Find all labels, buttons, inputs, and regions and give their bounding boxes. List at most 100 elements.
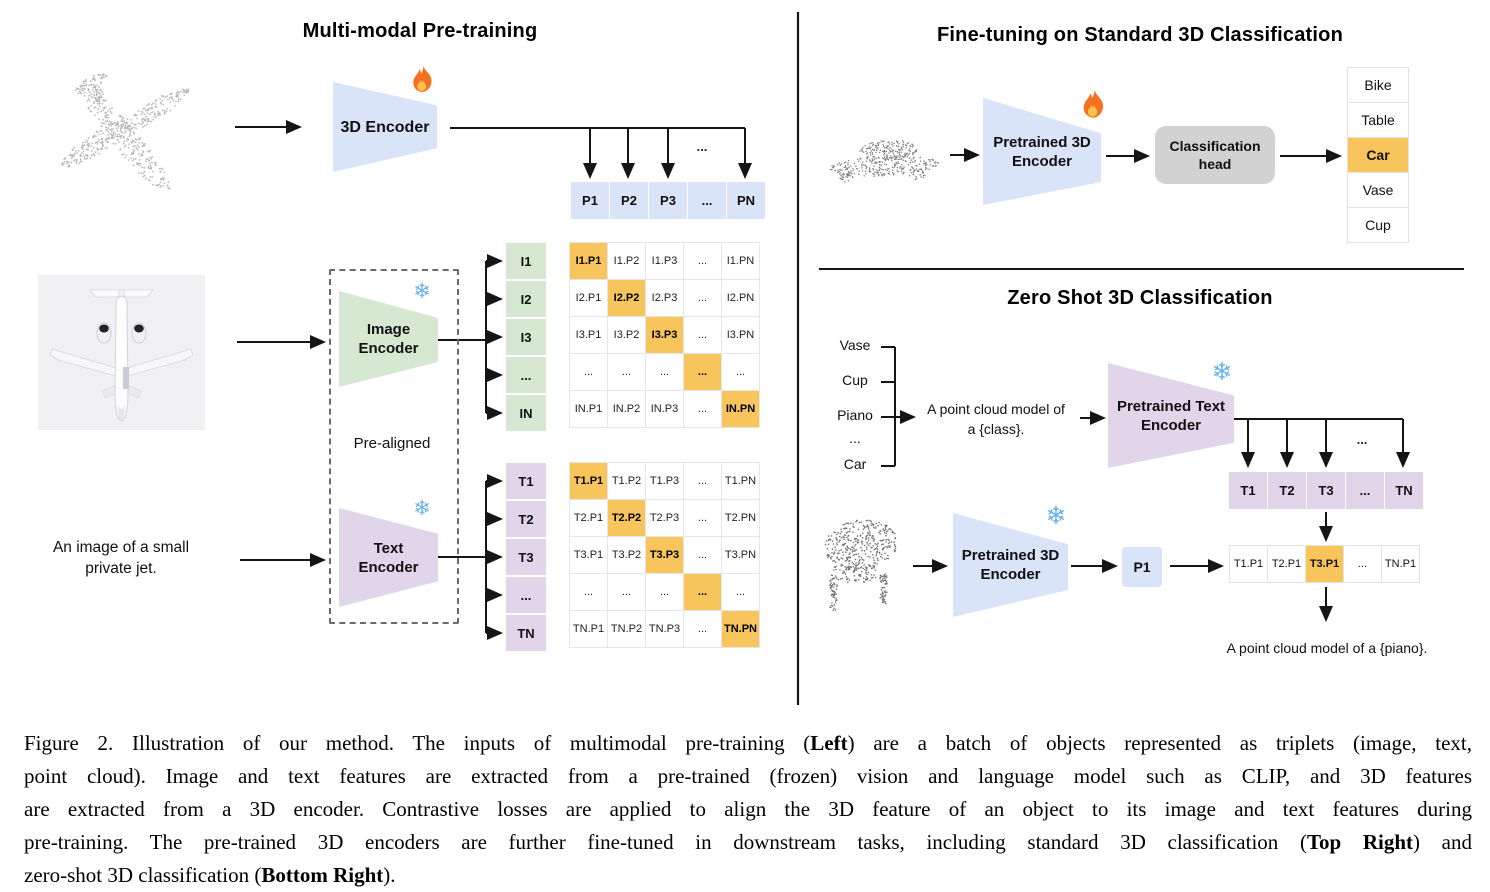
text-point-matrix-cell: T2.P3 xyxy=(645,499,684,537)
caption-line: pre-training. The pre-trained 3D encoder… xyxy=(24,830,1472,854)
image-point-matrix-row: IN.P1 IN.P2 IN.P3... IN.PN xyxy=(569,390,760,428)
text-feature-cell: T3 xyxy=(506,539,546,575)
image-point-matrix-cell: I1.PN xyxy=(721,242,760,280)
text-point-matrix-cell: TN.P3 xyxy=(645,610,684,648)
text-encoder-label-line: Text xyxy=(373,539,404,557)
image-point-matrix-cell: ... xyxy=(683,242,722,280)
image-point-matrix-cell: I2.P3 xyxy=(645,279,684,317)
p-cell: P2 xyxy=(610,182,649,219)
snowflake-icon: ❄ xyxy=(1045,502,1067,530)
image-point-matrix-cell: I3.PN xyxy=(721,316,760,354)
t-cell: T1 xyxy=(1229,472,1268,509)
image-point-matrix-cell: I2.P1 xyxy=(569,279,608,317)
classification-head-line2: head xyxy=(1198,156,1232,172)
similarity-cell: TN.P1 xyxy=(1381,545,1420,583)
text-point-matrix-cell: TN.P1 xyxy=(569,610,608,648)
p-cell-strip: P1 P2 P3... PN xyxy=(571,182,766,219)
3d-encoder-label: 3D Encoder xyxy=(341,118,430,137)
zeroshot-result-text: A point cloud model of a {piano}. xyxy=(1226,640,1428,656)
image-point-matrix-cell: ... xyxy=(683,390,722,428)
p-cell: P3 xyxy=(649,182,688,219)
text-point-matrix-cell: ... xyxy=(721,573,760,611)
image-point-matrix: I1.P1 I1.P2 I1.P3... I1.PN I2.P1 I2.P2 I2.P3..… xyxy=(569,242,760,428)
image-point-matrix-cell: ... xyxy=(683,353,722,391)
text-feature-cell: ... xyxy=(506,577,546,613)
image-feature-cell: I2 xyxy=(506,281,546,317)
text-point-matrix-cell: T3.P2 xyxy=(607,536,646,574)
pretrained-3d-encoder-zeroshot-label-line: Encoder xyxy=(980,566,1041,583)
text-point-matrix-cell: T1.P3 xyxy=(645,462,684,500)
pretrained-3d-encoder-finetune-label-line: Pretrained 3D xyxy=(993,133,1091,151)
image-point-matrix-cell: ... xyxy=(607,353,646,391)
text-point-matrix-cell: TN.PN xyxy=(721,610,760,648)
image-point-matrix-row: I2.P1 I2.P2 I2.P3... I2.PN xyxy=(569,279,760,317)
image-feature-cell: I3 xyxy=(506,319,546,355)
image-point-matrix-cell: IN.P3 xyxy=(645,390,684,428)
zeroshot-class-label: Vase xyxy=(839,337,871,353)
text-point-matrix-row: T3.P1 T3.P2 T3.P3... T3.PN xyxy=(569,536,760,574)
similarity-cell: ... xyxy=(1343,545,1382,583)
ellipsis-label: ... xyxy=(696,139,708,154)
text-feature-cell: TN xyxy=(506,615,546,651)
image-feature-cell: IN xyxy=(506,395,546,431)
caption-line: zero-shot 3D classification (Bottom Righ… xyxy=(24,863,396,887)
fire-icon xyxy=(1080,90,1108,122)
snowflake-icon: ❄ xyxy=(413,280,431,303)
zeroshot-class-label: Car xyxy=(843,456,867,472)
pretrained-text-encoder-label-line: Encoder xyxy=(1140,416,1201,434)
class-cell: Table xyxy=(1347,102,1409,138)
image-point-matrix-cell: ... xyxy=(645,353,684,391)
caption-line: Figure 2. Illustration of our method. Th… xyxy=(24,731,1472,755)
text-point-matrix-cell: ... xyxy=(683,610,722,648)
caption-line: are extracted from a 3D encoder. Contras… xyxy=(24,797,1472,821)
class-cell: Cup xyxy=(1347,207,1409,243)
image-encoder-label-line: Encoder xyxy=(358,340,419,357)
image-feature-cell-strip: I1 I2 I3... IN xyxy=(506,243,546,433)
figure-caption: Figure 2. Illustration of our method. Th… xyxy=(24,727,1472,892)
image-feature-cell: I1 xyxy=(506,243,546,279)
text-point-matrix-cell: T1.P2 xyxy=(607,462,646,500)
image-point-matrix-cell: ... xyxy=(721,353,760,391)
zeroshot-class-label: ... xyxy=(849,430,861,446)
image-point-matrix-row: I3.P1 I3.P2 I3.P3... I3.PN xyxy=(569,316,760,354)
fire-icon xyxy=(410,66,436,96)
text-point-matrix-cell: ... xyxy=(683,499,722,537)
text-point-matrix-cell: T3.P1 xyxy=(569,536,608,574)
image-point-matrix-cell: ... xyxy=(683,316,722,354)
similarity-cell: T1.P1 xyxy=(1229,545,1268,583)
snowflake-icon: ❄ xyxy=(413,497,431,520)
text-point-matrix-row: ............... xyxy=(569,573,760,611)
pretrained-3d-encoder-zeroshot-label: Pretrained 3D Encoder xyxy=(962,546,1060,584)
image-point-matrix-row: I1.P1 I1.P2 I1.P3... I1.PN xyxy=(569,242,760,280)
t-cell: TN xyxy=(1385,472,1424,509)
text-point-matrix-row: T2.P1 T2.P2 T2.P3... T2.PN xyxy=(569,499,760,537)
piano-point-cloud xyxy=(824,519,897,611)
text-point-matrix-cell: T3.P3 xyxy=(645,536,684,574)
text-point-matrix-cell: T2.PN xyxy=(721,499,760,537)
text-point-matrix-cell: ... xyxy=(683,536,722,574)
text-feature-cell: T2 xyxy=(506,501,546,537)
image-point-matrix-cell: ... xyxy=(569,353,608,391)
image-point-matrix-cell: I2.PN xyxy=(721,279,760,317)
snowflake-icon: ❄ xyxy=(1211,358,1233,386)
p-cell: ... xyxy=(688,182,727,219)
3d-encoder-label-line: 3D Encoder xyxy=(340,118,430,136)
pretrained-text-encoder-label: Pretrained Text Encoder xyxy=(1117,397,1225,435)
similarity-cell: T2.P1 xyxy=(1267,545,1306,583)
text-feature-cell: T1 xyxy=(506,463,546,499)
image-encoder-label-line: Image xyxy=(366,321,411,338)
prompt-line2: a {class}. xyxy=(967,421,1025,437)
pretrained-3d-encoder-finetune-label-line: Encoder xyxy=(1011,152,1072,170)
image-point-matrix-cell: I3.P3 xyxy=(645,316,684,354)
t-cell: T3 xyxy=(1307,472,1346,509)
text-feature-cell-strip: T1 T2 T3... TN xyxy=(506,463,546,653)
zeroshot-title: Zero Shot 3D Classification xyxy=(1007,287,1273,309)
text-point-matrix-row: TN.P1 TN.P2 TN.P3... TN.PN xyxy=(569,610,760,648)
text-point-matrix-cell: ... xyxy=(683,573,722,611)
zeroshot-class-label: Piano xyxy=(837,407,873,423)
image-point-matrix-cell: I2.P2 xyxy=(607,279,646,317)
zeroshot-class-label: Cup xyxy=(842,372,868,388)
prealigned-label: Pre-aligned xyxy=(353,435,431,452)
pretrained-text-encoder-label-line: Pretrained Text xyxy=(1116,397,1226,415)
